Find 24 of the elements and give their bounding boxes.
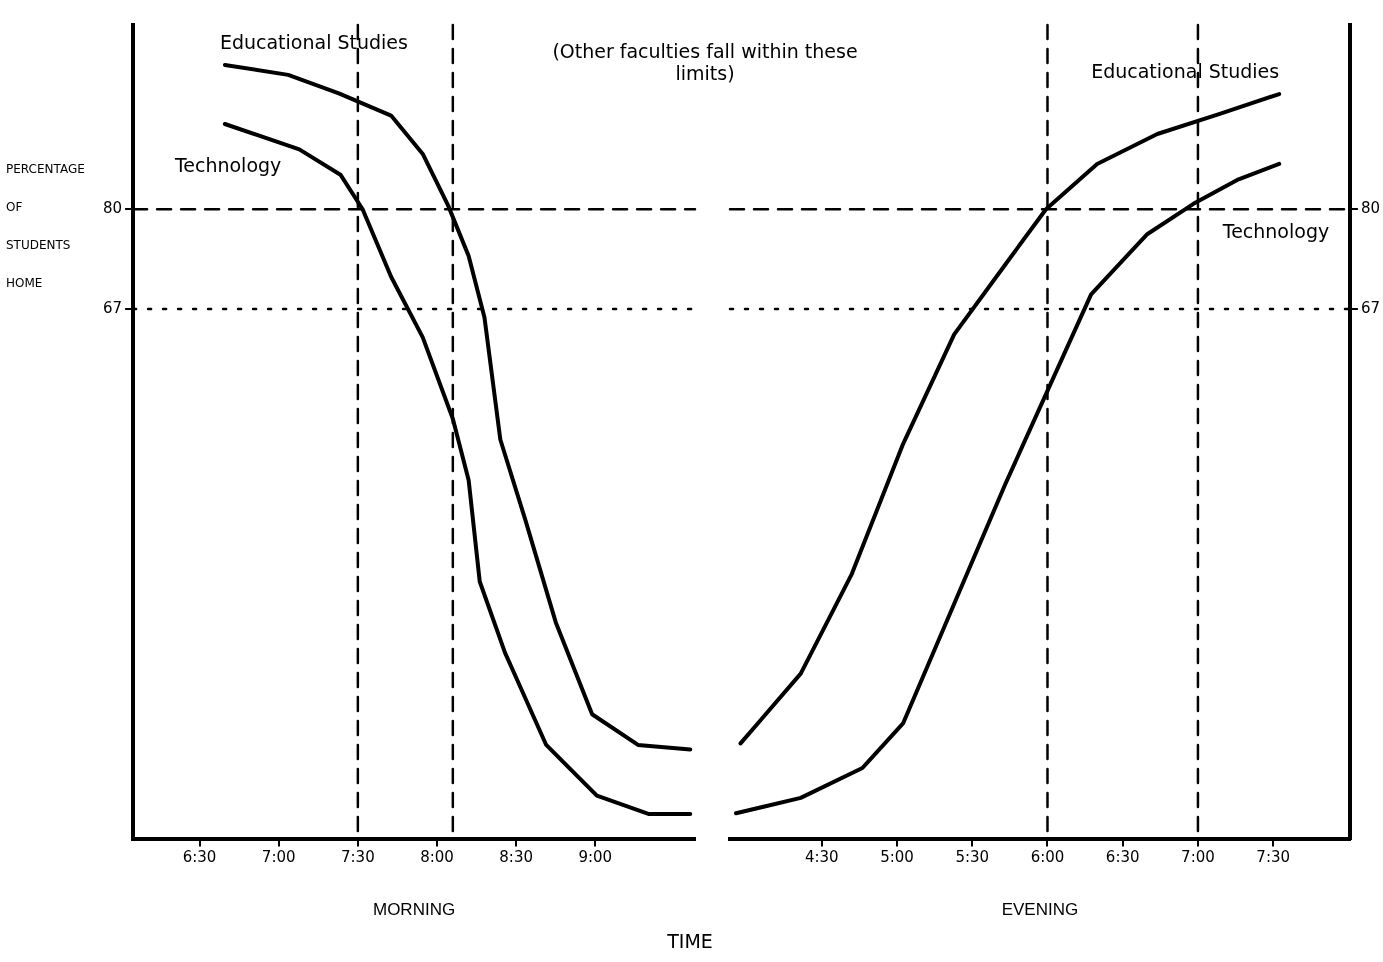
x-axis-title: EVENING [1001, 900, 1079, 920]
x-tick-label: 5:00 [880, 848, 914, 867]
x-tick-label: 6:00 [1030, 848, 1065, 867]
series-label: Technology [173, 154, 282, 177]
x-tick-label: 7:30 [1256, 848, 1291, 867]
x-tick-label: 4:30 [804, 848, 839, 867]
x-tick-label: 6:30 [1105, 848, 1140, 867]
x-tick-label: 7:00 [1181, 848, 1215, 867]
annotation: (Other faculties fall within these limits) [551, 40, 859, 84]
text: PERCENTAGE OF STUDENTS HOME [6, 162, 85, 290]
x-tick-label: 5:30 [955, 848, 990, 867]
x-tick-label: 6:30 [182, 848, 217, 867]
x-tick-label: 8:00 [420, 848, 454, 867]
series-label: Educational Studies [1091, 60, 1280, 83]
x-tick-label: 8:30 [499, 848, 533, 867]
series-label: Technology [1221, 219, 1330, 242]
x-axis-title: MORNING [372, 900, 456, 920]
x-tick-label: 7:00 [261, 848, 296, 867]
text: TIME [666, 930, 714, 952]
y2-tick-label: 67 [1360, 298, 1381, 317]
x-tick-label: 9:00 [578, 848, 613, 867]
x-tick-label: 7:30 [341, 848, 375, 867]
y2-tick-label: 80 [1360, 199, 1381, 218]
series-label: Educational Studies [219, 30, 408, 53]
